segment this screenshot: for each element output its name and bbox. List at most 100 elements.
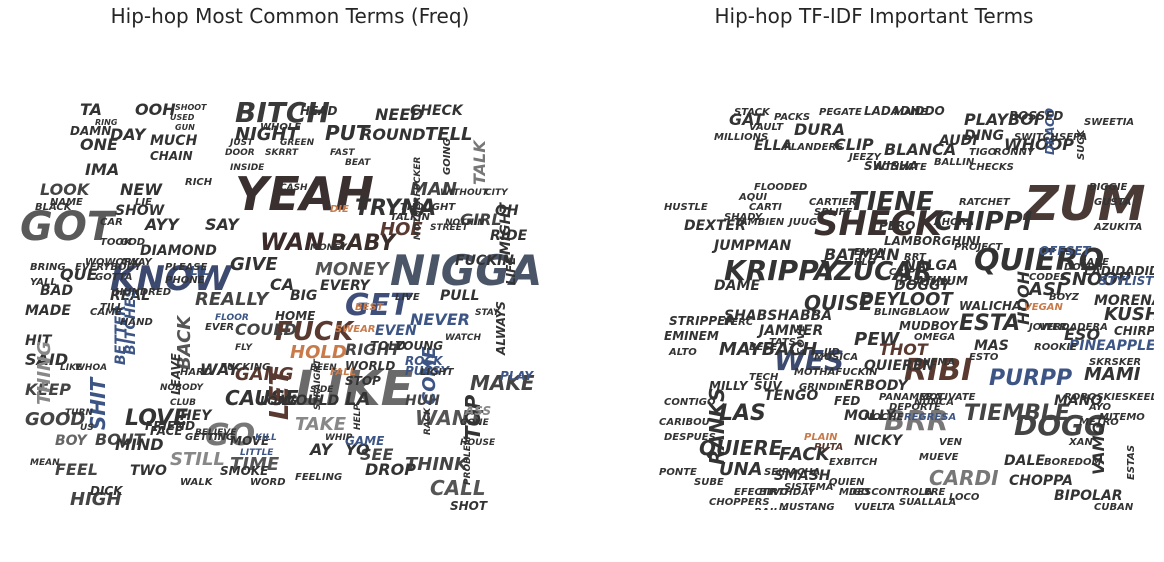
right-cloud-word: LOCO xyxy=(949,492,980,503)
right-cloud-word: DEY xyxy=(859,289,901,310)
right-cloud-word: ERBODY xyxy=(844,378,909,394)
right-cloud-word: PEGATE xyxy=(819,107,862,118)
left-cloud-word: QUE xyxy=(60,265,98,284)
left-panel: Hip-hop Most Common Terms (Freq) YEAH NIG… xyxy=(10,0,570,562)
right-cloud-word: MITEMO xyxy=(1099,412,1145,423)
right-cloud-word: BIPOLAR xyxy=(1054,488,1123,504)
left-cloud-word: SMOKE xyxy=(220,464,269,478)
left-cloud-word: PROBLEM xyxy=(463,436,473,485)
right-cloud-word: TATS xyxy=(769,337,796,348)
right-cloud-word: ESTO xyxy=(969,352,999,363)
right-cloud-word: NUNCA xyxy=(914,397,954,408)
left-cloud-word: HEY xyxy=(180,408,213,424)
right-cloud-word: DESCONTROLA xyxy=(849,487,933,498)
left-cloud-word: GET xyxy=(345,288,413,323)
left-cloud-word: WAY xyxy=(200,360,241,379)
right-cloud-word: SHADY xyxy=(724,212,764,223)
left-cloud-word: FEELING xyxy=(295,472,342,483)
left-cloud-word: BABY xyxy=(330,231,397,256)
left-cloud-word: TA xyxy=(80,100,102,119)
right-cloud-word: QUIEN xyxy=(829,477,865,488)
left-cloud-word: STREET xyxy=(430,223,469,233)
left-cloud-word: CALL xyxy=(430,476,486,500)
right-cloud-word: PLATINUM xyxy=(899,274,968,288)
right-cloud-word: TECH xyxy=(749,372,779,383)
right-cloud-word: METRO xyxy=(1079,417,1119,428)
left-cloud-word: OH xyxy=(495,203,519,219)
left-cloud-word: STAY xyxy=(475,308,501,318)
right-cloud-word: SUV xyxy=(754,379,783,393)
right-cloud-word: BLANCA xyxy=(884,140,956,159)
left-cloud-word: HIGH xyxy=(70,489,122,510)
left-cloud-word: MAN xyxy=(410,179,457,200)
left-cloud-word: HELP xyxy=(353,404,363,430)
left-cloud-word: GIRL xyxy=(460,210,502,229)
left-cloud-word: COME xyxy=(419,346,440,405)
left-cloud-word: GANG xyxy=(235,364,294,385)
left-cloud-word: GOING xyxy=(442,138,453,175)
left-cloud-word: LIKE xyxy=(295,361,414,417)
right-cloud-word: TENGO xyxy=(764,388,818,404)
left-cloud-word: DOOR xyxy=(225,148,255,158)
right-cloud-word: AZUCAR xyxy=(812,257,933,287)
right-cloud-word: AHORA xyxy=(933,217,974,228)
right-cloud-word: ZUM xyxy=(1022,176,1146,232)
right-cloud-word: SWEETIA xyxy=(1084,117,1134,128)
left-cloud-word: THING xyxy=(34,341,55,405)
left-cloud-word: GAME xyxy=(345,434,385,448)
left-cloud-word: SHIT xyxy=(86,376,110,430)
left-cloud-word: CLUB xyxy=(170,398,196,408)
right-cloud-word: NALGA xyxy=(904,258,958,274)
right-cloud-word: JOWER xyxy=(1027,322,1067,333)
right-cloud-word: CRIP xyxy=(889,267,916,278)
right-cloud-word: PACKS xyxy=(774,112,810,123)
right-cloud-word: DOGG xyxy=(1014,409,1107,442)
left-cloud-word: BLACK xyxy=(35,202,73,213)
left-cloud-word: SKRRT xyxy=(265,148,299,158)
left-cloud-word: SAID xyxy=(25,350,68,369)
right-cloud-word: TAMBIEN xyxy=(734,217,785,228)
left-cloud-word: LIVE xyxy=(395,292,420,303)
right-cloud-word: ROOKIE xyxy=(1034,342,1077,353)
right-cloud-word: SEPA xyxy=(1059,132,1087,143)
right-cloud-word: PLAIN xyxy=(804,432,838,443)
left-cloud-word: SEE xyxy=(360,445,393,464)
right-cloud-word: UNA xyxy=(719,459,763,480)
right-cloud-word: PINEAPPLE xyxy=(1069,338,1154,354)
right-cloud-word: PURPP xyxy=(989,366,1072,391)
left-cloud-word: FUCK xyxy=(275,317,355,347)
left-cloud-word: CA xyxy=(270,275,294,294)
left-cloud-word: TILL xyxy=(100,302,123,313)
right-cloud-word: MANE xyxy=(894,107,927,118)
right-cloud-word: JEEZY xyxy=(847,152,883,163)
right-cloud-word: PERO xyxy=(879,219,915,233)
right-cloud-word: ACTIVATE xyxy=(873,162,927,173)
left-cloud-word: BIG xyxy=(290,288,317,304)
right-cloud-word: PANAMERA xyxy=(879,392,941,403)
right-cloud-word: CARIBOU xyxy=(659,417,710,428)
right-cloud-word: BOREDOM xyxy=(1044,457,1101,468)
left-cloud-word: PHONE xyxy=(165,275,205,286)
right-cloud-word: PLAYBOI xyxy=(964,110,1040,129)
right-cloud-word: STRIPPER xyxy=(669,314,735,328)
left-cloud-word: US xyxy=(80,423,94,433)
right-cloud-title: Hip-hop TF-IDF Important Terms xyxy=(714,4,1034,28)
left-cloud-word: THOUGHT xyxy=(400,202,456,213)
left-cloud-word: LEAVE xyxy=(169,352,183,395)
left-cloud-word: BITCH xyxy=(235,96,330,129)
left-cloud-word: CHECK xyxy=(410,103,464,119)
left-cloud-word: EVERY xyxy=(320,278,371,294)
left-cloud-word: THINK xyxy=(405,454,470,475)
left-cloud-word: AYY xyxy=(143,215,180,234)
right-cloud-word: JID xyxy=(822,347,840,358)
left-cloud-word: HUNDRED xyxy=(115,287,171,298)
right-cloud-word: MILLIONS xyxy=(714,132,768,143)
right-cloud-word: SWITCH xyxy=(1014,132,1059,143)
right-cloud-word: KRIPPY xyxy=(724,254,842,287)
right-cloud-word: VAMO xyxy=(1089,421,1108,475)
right-cloud-word: LADADIDDO xyxy=(864,104,945,118)
left-cloud-word: GO xyxy=(205,418,255,453)
left-cloud-word: WOULD xyxy=(280,393,339,409)
left-cloud-word: TALKIN xyxy=(390,212,431,223)
right-cloud-word: CODES xyxy=(1029,272,1067,283)
